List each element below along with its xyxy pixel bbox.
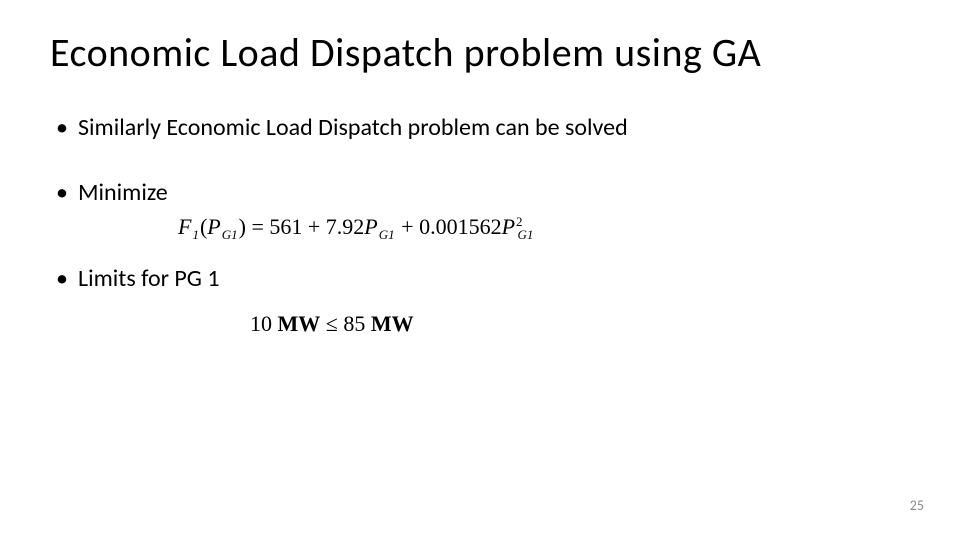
bullet-item-2: Minimize [56, 177, 910, 208]
constraint-row: 10 MW ≤ 85 MW [50, 311, 910, 337]
limit-unit2: MW [371, 311, 414, 336]
eq-plus1: + [302, 214, 325, 239]
eq-func-sym: F [178, 214, 191, 239]
bullet-list: Similarly Economic Load Dispatch problem… [50, 112, 910, 208]
pg1-limits: 10 MW ≤ 85 MW [250, 311, 414, 336]
eq-arg-sym: P [207, 214, 220, 239]
limit-upper: 85 [343, 311, 365, 336]
eq-close-paren: ) [239, 214, 246, 239]
eq-c1: 7.92 [326, 214, 365, 239]
slide: Economic Load Dispatch problem using GA … [0, 0, 960, 540]
slide-title: Economic Load Dispatch problem using GA [50, 30, 910, 76]
eq-p1-sub: G1 [378, 227, 396, 242]
bullet-list-cont: Limits for PG 1 [50, 263, 910, 294]
limit-lower: 10 [250, 311, 272, 336]
limit-op: ≤ [320, 311, 343, 336]
objective-equation-row: F1(PG1) = 561 + 7.92PG1 + 0.001562P2G1 [50, 214, 910, 243]
eq-c2: 0.001562 [419, 214, 502, 239]
eq-p1-sym: P [364, 214, 377, 239]
page-number: 25 [910, 497, 924, 514]
eq-func-sub: 1 [191, 227, 200, 242]
bullet-item-1: Similarly Economic Load Dispatch problem… [56, 112, 910, 143]
objective-equation: F1(PG1) = 561 + 7.92PG1 + 0.001562P2G1 [178, 214, 534, 239]
eq-c0: 561 [269, 214, 302, 239]
eq-arg-sub: G1 [221, 227, 239, 242]
eq-p2-sym: P [502, 214, 515, 239]
eq-plus2: + [396, 214, 419, 239]
bullet-item-3: Limits for PG 1 [56, 263, 910, 294]
eq-equals: = [246, 214, 269, 239]
limit-unit1: MW [278, 311, 321, 336]
eq-p2-sub: G1 [517, 227, 535, 242]
